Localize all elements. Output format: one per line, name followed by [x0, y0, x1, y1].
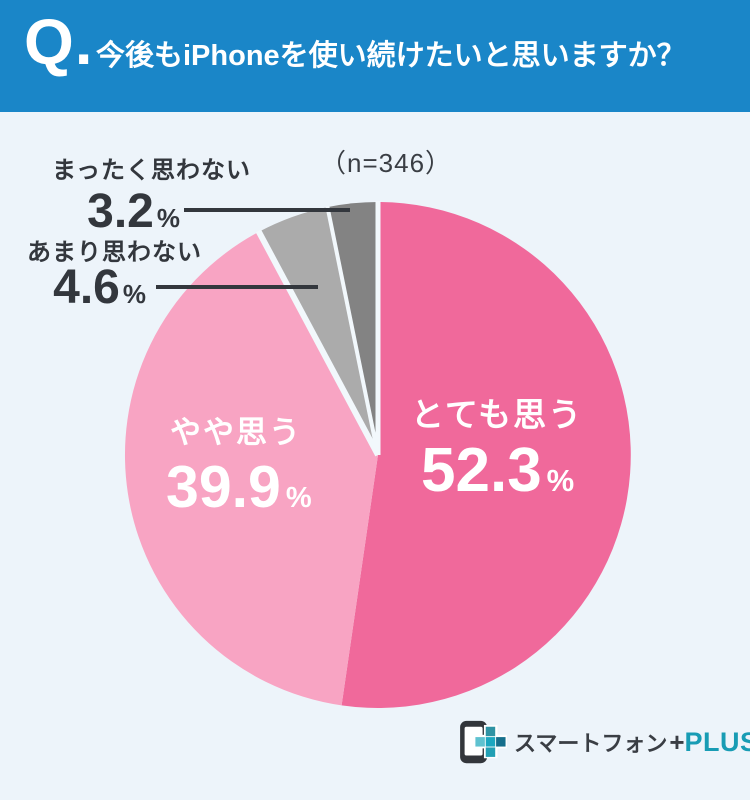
percent-sign: % — [285, 482, 312, 514]
callout-percent-number: 3.2 — [87, 185, 154, 238]
callout-value-mattaku-omowanai: 3.2 % — [87, 188, 180, 236]
slice-label-totemo-omou: とても思う — [410, 396, 584, 433]
slice-value-totemo-omou: 52.3 % — [421, 440, 574, 502]
slice-percent-number: 39.9 — [166, 454, 281, 520]
logo-text: スマートフォン — [514, 731, 668, 756]
sample-size-label: （n=346） — [320, 148, 453, 178]
pie-slice-0 — [341, 202, 631, 708]
callout-label-mattaku-omowanai: まったく思わない — [52, 157, 252, 184]
callout-label-amari-omowanai: あまり思わない — [27, 239, 202, 266]
percent-sign: % — [156, 203, 180, 233]
pie-slice-1 — [124, 231, 378, 706]
question-header: Q. 今後もiPhoneを使い続けたいと思いますか？ — [0, 0, 750, 112]
slice-separator-1 — [325, 205, 380, 456]
smartphone-plus-icon — [460, 720, 507, 763]
logo-suffix: PLUS — [684, 726, 750, 757]
percent-sign: % — [546, 463, 575, 498]
slice-value-yaya-omou: 39.9 % — [166, 458, 312, 517]
slice-label-yaya-omou: やや思う — [170, 415, 302, 450]
q-mark-label: Q. — [24, 6, 94, 78]
callout-value-amari-omowanai: 4.6 % — [53, 264, 146, 312]
percent-sign: % — [122, 279, 146, 309]
brand-logo: スマートフォン + PLUS — [460, 714, 750, 770]
slice-percent-number: 52.3 — [421, 436, 542, 505]
question-title: 今後もiPhoneを使い続けたいと思いますか？ — [96, 40, 686, 72]
logo-plus-sign: + — [669, 726, 685, 757]
callout-percent-number: 4.6 — [53, 261, 120, 314]
slice-separator-0 — [255, 229, 381, 457]
